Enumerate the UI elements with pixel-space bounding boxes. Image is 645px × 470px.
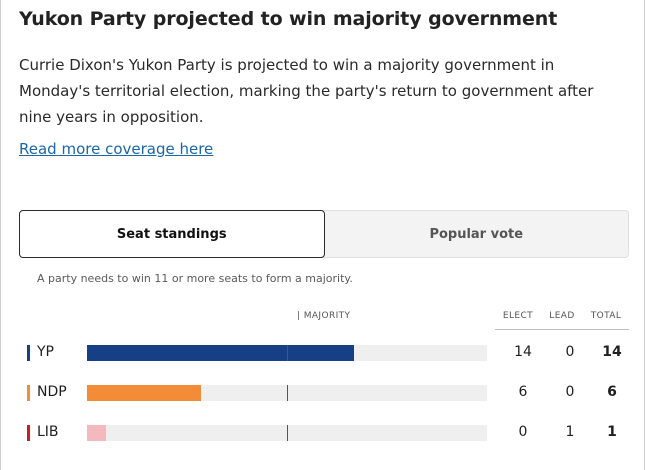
- read-more-link[interactable]: Read more coverage here: [19, 140, 214, 158]
- party-color-swatch: [27, 385, 30, 401]
- majority-line: [287, 385, 288, 401]
- tab-seat-standings[interactable]: Seat standings: [19, 210, 325, 258]
- column-header-lead: LEAD: [549, 311, 575, 321]
- total-count: 1: [607, 424, 617, 440]
- party-row: NDP 6 0 6: [1, 383, 645, 405]
- seat-bar: [87, 425, 106, 441]
- seat-bar-track: [87, 345, 487, 361]
- column-header-rule: [495, 329, 629, 330]
- tab-popular-vote[interactable]: Popular vote: [429, 226, 524, 242]
- elected-count: 0: [518, 424, 528, 440]
- view-tabs: Seat standings Popular vote: [19, 210, 629, 258]
- total-count: 14: [602, 344, 622, 360]
- seat-bar: [87, 345, 354, 361]
- headline: Yukon Party projected to win majority go…: [19, 8, 558, 30]
- majority-line: [287, 425, 288, 441]
- total-count: 6: [607, 384, 617, 400]
- intro-paragraph: Currie Dixon's Yukon Party is projected …: [19, 56, 594, 126]
- column-header-total: TOTAL: [590, 311, 622, 321]
- leading-count: 0: [565, 344, 575, 360]
- elected-count: 14: [514, 344, 532, 360]
- seat-bar: [87, 385, 201, 401]
- party-color-swatch: [27, 345, 30, 361]
- party-name: NDP: [37, 384, 67, 400]
- seat-bar-track: [87, 385, 487, 401]
- party-name: LIB: [37, 424, 59, 440]
- majority-note: A party needs to win 11 or more seats to…: [37, 272, 353, 285]
- leading-count: 1: [565, 424, 575, 440]
- party-row: YP 14 0 14: [1, 343, 645, 365]
- majority-marker-label: | MAJORITY: [297, 311, 351, 321]
- party-color-swatch: [27, 425, 30, 441]
- party-name: YP: [37, 344, 54, 360]
- column-header-elect: ELECT: [502, 311, 534, 321]
- seat-bar-track: [87, 425, 487, 441]
- party-row: LIB 0 1 1: [1, 423, 645, 445]
- elected-count: 6: [518, 384, 528, 400]
- leading-count: 0: [565, 384, 575, 400]
- majority-line: [287, 345, 288, 361]
